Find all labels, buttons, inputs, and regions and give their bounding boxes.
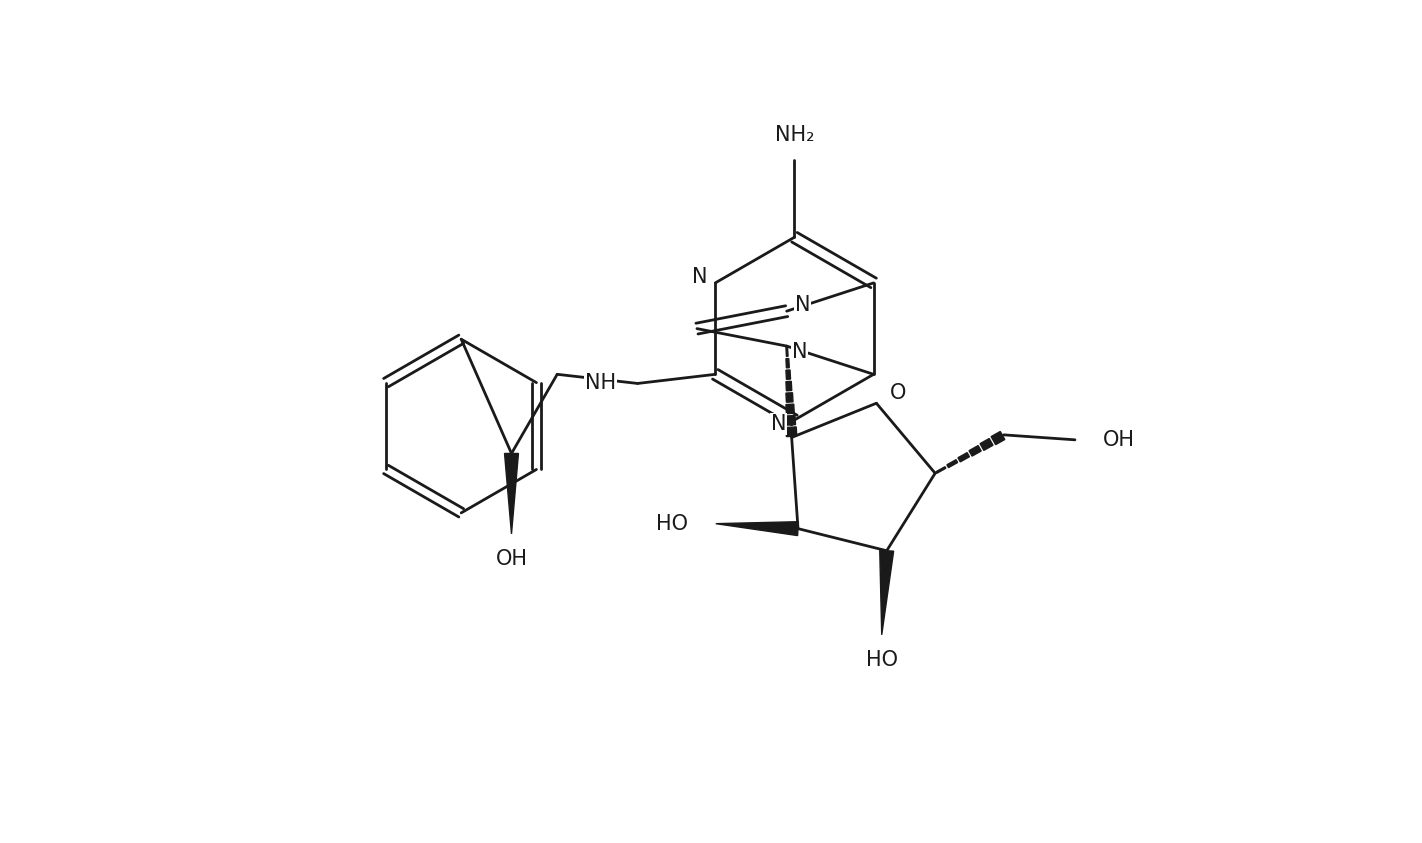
- Polygon shape: [786, 370, 791, 379]
- Text: N: N: [691, 267, 707, 287]
- Polygon shape: [958, 453, 970, 462]
- Polygon shape: [786, 416, 795, 425]
- Text: N: N: [795, 295, 811, 315]
- Text: N: N: [771, 414, 786, 434]
- Polygon shape: [786, 347, 788, 357]
- Polygon shape: [991, 432, 1005, 444]
- Text: OH: OH: [495, 549, 528, 569]
- Text: N: N: [792, 342, 808, 362]
- Text: NH₂: NH₂: [775, 125, 815, 145]
- Text: HO: HO: [656, 513, 688, 534]
- Polygon shape: [980, 438, 993, 450]
- Polygon shape: [505, 454, 519, 534]
- Polygon shape: [936, 467, 946, 474]
- Polygon shape: [786, 358, 789, 368]
- Polygon shape: [786, 427, 796, 437]
- Text: NH: NH: [584, 373, 616, 394]
- Polygon shape: [968, 446, 981, 456]
- Text: HO: HO: [866, 650, 897, 669]
- Polygon shape: [786, 404, 795, 414]
- Text: O: O: [890, 384, 906, 403]
- Polygon shape: [786, 381, 792, 391]
- Polygon shape: [786, 393, 793, 402]
- Polygon shape: [715, 522, 798, 535]
- Polygon shape: [947, 459, 957, 468]
- Polygon shape: [880, 550, 893, 635]
- Text: OH: OH: [1103, 430, 1135, 450]
